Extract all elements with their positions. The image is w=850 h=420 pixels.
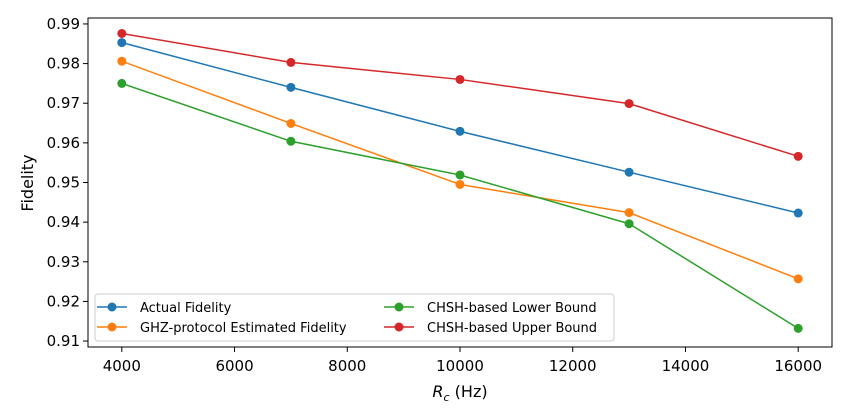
series-4-point: [624, 99, 634, 109]
y-tick-label: 0.99: [47, 15, 80, 33]
series-layer: [117, 28, 803, 333]
x-axis-label-subscript: c: [444, 391, 450, 404]
x-tick-label: 12000: [549, 357, 597, 375]
series-2-point: [793, 274, 803, 284]
series-2-point: [624, 208, 634, 218]
legend-marker-2: [107, 322, 117, 332]
y-tick-label: 0.95: [47, 174, 80, 192]
y-tick-label: 0.92: [47, 292, 80, 310]
series-1-point: [286, 82, 296, 92]
legend-label-2: GHZ-protocol Estimated Fidelity: [140, 321, 347, 336]
series-3-point: [793, 323, 803, 333]
x-tick-label: 4000: [103, 357, 141, 375]
series-3-point: [455, 170, 465, 180]
y-tick-label: 0.93: [47, 253, 80, 271]
legend: Actual Fidelity GHZ-protocol Estimated Fi…: [94, 293, 615, 342]
x-tick-label: 14000: [662, 357, 710, 375]
legend-marker-1: [107, 302, 117, 312]
x-axis-label: Rc (Hz): [432, 382, 487, 404]
series-1-point: [624, 167, 634, 177]
series-1-point: [117, 38, 127, 48]
series-2-point: [455, 179, 465, 189]
series-2-point: [286, 118, 296, 128]
legend-label-4: CHSH-based Upper Bound: [427, 321, 597, 336]
x-tick-label: 10000: [436, 357, 484, 375]
legend-label-3: CHSH-based Lower Bound: [427, 301, 597, 316]
y-tick-label: 0.91: [47, 332, 80, 350]
x-axis-ticks: 4000 6000 8000 10000 12000 14000 16000: [103, 347, 822, 375]
x-tick-label: 16000: [774, 357, 822, 375]
x-axis-label-unit: (Hz): [450, 382, 488, 401]
x-tick-label: 8000: [328, 357, 366, 375]
legend-items: Actual Fidelity GHZ-protocol Estimated Fi…: [97, 301, 597, 336]
series-1-point: [793, 208, 803, 218]
y-axis-ticks: 0.91 0.92 0.93 0.94 0.95 0.96 0.97 0.98 0.99: [47, 15, 88, 350]
legend-marker-4: [394, 322, 404, 332]
series-4-point: [117, 28, 127, 38]
legend-marker-3: [394, 302, 404, 312]
series-3-point: [286, 136, 296, 146]
series-1-point: [455, 126, 465, 136]
x-axis-label-symbol: R: [432, 382, 443, 401]
y-tick-label: 0.94: [47, 213, 80, 231]
series-2-point: [117, 56, 127, 66]
legend-frame: [94, 293, 615, 342]
series-3-point: [117, 78, 127, 88]
legend-label-1: Actual Fidelity: [140, 301, 232, 316]
series-4-point: [793, 151, 803, 161]
y-axis-label: Fidelity: [18, 154, 37, 211]
series-3-point: [624, 219, 634, 229]
y-tick-label: 0.97: [47, 94, 80, 112]
series-4-point: [286, 57, 296, 67]
series-4-point: [455, 74, 465, 84]
x-tick-label: 6000: [215, 357, 253, 375]
y-tick-label: 0.98: [47, 55, 80, 73]
y-tick-label: 0.96: [47, 134, 80, 152]
